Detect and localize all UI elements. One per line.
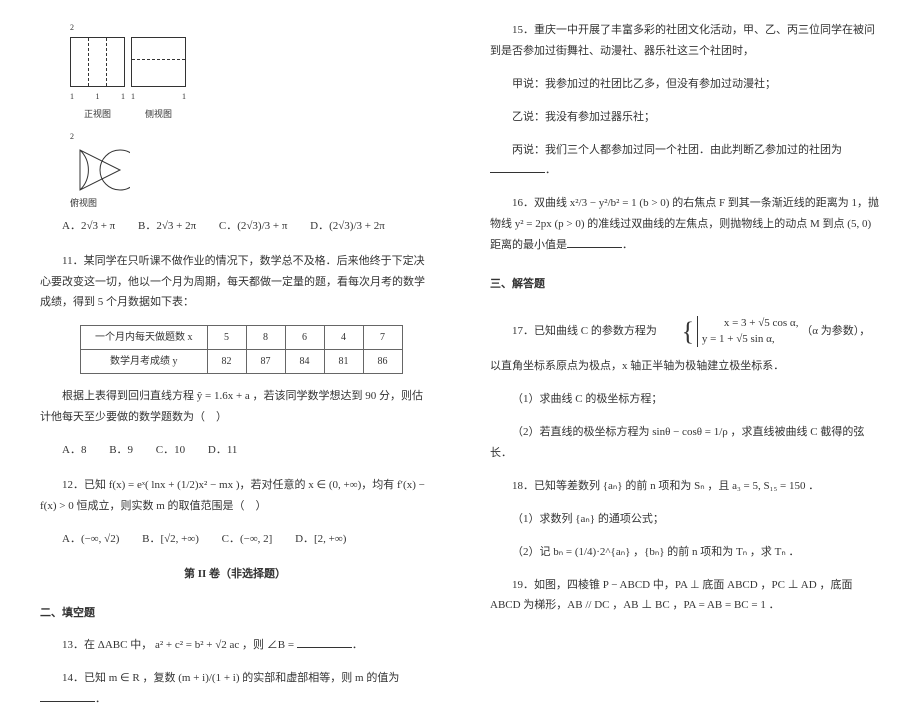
q12-text: 12．已知 f(x) = eˣ( lnx + (1/2)x² − mx )，若对… — [40, 475, 430, 517]
q17-1: （1）求曲线 C 的极坐标方程； — [490, 389, 880, 410]
q15-blank — [490, 161, 545, 173]
q14: 14．已知 m ∈ R ，复数 (m + i)/(1 + i) 的实部和虚部相等… — [40, 668, 430, 710]
q11-opt-b: B．9 — [109, 444, 133, 456]
left-column: 2 111 正视图 11 侧视图 2 俯视图 A．2√3 + π B．2√3 +… — [0, 0, 460, 651]
q12-opt-d: D．[2, +∞) — [295, 533, 346, 545]
q14-blank — [40, 690, 95, 702]
q11-opt-c: C．10 — [156, 444, 185, 456]
q11-table: 一个月内每天做题数 x 5 8 6 4 7 数学月考成绩 y 82 87 84 … — [80, 325, 403, 374]
q11-opt-d: D．11 — [208, 444, 238, 456]
q15-intro: 15．重庆一中开展了丰富多彩的社团文化活动，甲、乙、丙三位同学在被问到是否参加过… — [490, 20, 880, 62]
q16: 16．双曲线 x²/3 − y²/b² = 1 (b > 0) 的右焦点 F 到… — [490, 193, 880, 256]
q12-opt-b: B．[√2, +∞) — [142, 533, 199, 545]
q15-jia: 甲说：我参加过的社团比乙多，但没有参加过动漫社； — [490, 74, 880, 95]
section3-title: 三、解答题 — [490, 274, 880, 295]
section2-title: 二、填空题 — [40, 603, 430, 624]
three-view-figures: 2 111 正视图 11 侧视图 — [70, 20, 430, 123]
q11-options: A．8 B．9 C．10 D．11 — [62, 440, 430, 461]
front-view: 2 111 正视图 — [70, 20, 125, 123]
q10-opt-d: D．(2√3)/3 + 2π — [310, 220, 385, 232]
q10-options: A．2√3 + π B．2√3 + 2π C．(2√3)/3 + π D．(2√… — [62, 216, 430, 237]
top-view: 2 俯视图 — [70, 129, 430, 211]
q19: 19．如图，四棱锥 P − ABCD 中，PA ⊥ 底面 ABCD ，PC ⊥ … — [490, 575, 880, 617]
q11-text2: 根据上表得到回归直线方程 ŷ = 1.6x + a ，若该同学数学想达到 90 … — [40, 386, 430, 428]
q11-text: 11．某同学在只听课不做作业的情况下，数学总不及格．后来他终于下定决心要改变这一… — [40, 251, 430, 314]
table-hdr-x: 一个月内每天做题数 x — [81, 326, 208, 350]
q10-opt-a: A．2√3 + π — [62, 220, 115, 232]
front-view-label: 正视图 — [84, 106, 111, 123]
right-column: 15．重庆一中开展了丰富多彩的社团文化活动，甲、乙、丙三位同学在被问到是否参加过… — [460, 0, 920, 651]
q10-opt-c: C．(2√3)/3 + π — [219, 220, 288, 232]
q15-bing: 丙说：我们三个人都参加过同一个社团．由此判断乙参加过的社团为． — [490, 140, 880, 182]
q10-opt-b: B．2√3 + 2π — [138, 220, 196, 232]
table-hdr-y: 数学月考成绩 y — [81, 350, 208, 374]
q12-opt-a: A．(−∞, √2) — [62, 533, 119, 545]
q11-opt-a: A．8 — [62, 444, 86, 456]
part2-title: 第 II 卷（非选择题） — [40, 564, 430, 585]
q12-options: A．(−∞, √2) B．[√2, +∞) C．(−∞, 2] D．[2, +∞… — [62, 529, 430, 550]
q17-2: （2）若直线的极坐标方程为 sinθ − cosθ = 1/ρ ，求直线被曲线 … — [490, 422, 880, 464]
q18: 18．已知等差数列 {aₙ} 的前 n 项和为 Sₙ ，且 a₃ = 5, S₁… — [490, 476, 880, 497]
q15-yi: 乙说：我没有参加过器乐社； — [490, 107, 880, 128]
q12-opt-c: C．(−∞, 2] — [222, 533, 273, 545]
q13-blank — [297, 636, 352, 648]
side-view-label: 侧视图 — [145, 106, 172, 123]
q17: 17．已知曲线 C 的参数方程为 { x = 3 + √5 cos α, y =… — [490, 307, 880, 377]
top-view-label: 俯视图 — [70, 195, 97, 212]
q13: 13．在 ΔABC 中， a² + c² = b² + √2 ac ，则 ∠B … — [40, 635, 430, 656]
q18-1: （1）求数列 {aₙ} 的通项公式； — [490, 509, 880, 530]
q16-blank — [567, 236, 622, 248]
side-view: 11 侧视图 — [131, 20, 186, 123]
q18-2: （2）记 bₙ = (1/4)·2^{aₙ} ，{bₙ} 的前 n 项和为 Tₙ… — [490, 542, 880, 563]
